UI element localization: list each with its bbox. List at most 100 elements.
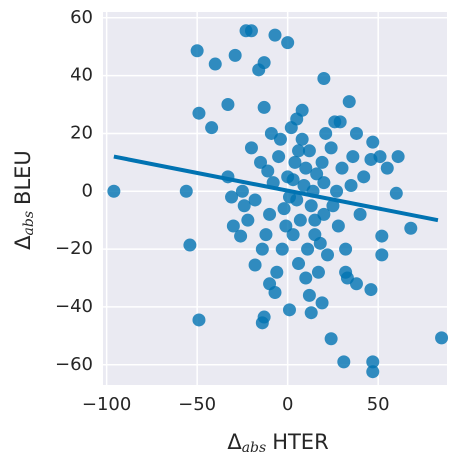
point xyxy=(279,219,293,233)
point xyxy=(324,332,338,346)
point xyxy=(281,36,295,50)
point xyxy=(277,202,291,216)
point xyxy=(179,184,193,198)
point xyxy=(244,141,258,155)
point xyxy=(282,303,296,317)
point xyxy=(339,242,353,256)
point xyxy=(235,184,249,198)
point xyxy=(268,28,282,42)
point xyxy=(353,207,367,221)
point xyxy=(389,186,403,200)
point xyxy=(244,24,258,38)
point xyxy=(263,207,277,221)
point xyxy=(268,285,282,299)
point xyxy=(335,161,349,175)
point xyxy=(391,150,405,164)
point xyxy=(375,229,389,243)
y-tick-label: −20 xyxy=(55,238,93,259)
point xyxy=(241,213,255,227)
point xyxy=(183,238,197,252)
point xyxy=(297,178,311,192)
point xyxy=(317,176,331,190)
point xyxy=(366,135,380,149)
point xyxy=(366,365,380,379)
point xyxy=(226,219,240,233)
point xyxy=(237,199,251,213)
y-axis-label: Δabs BLEU xyxy=(11,150,37,250)
x-tick-label: −100 xyxy=(82,394,131,415)
y-tick-label: 20 xyxy=(70,122,93,143)
point xyxy=(292,257,306,271)
point xyxy=(295,132,309,146)
y-label-rest: BLEU xyxy=(11,150,35,205)
point xyxy=(331,219,345,233)
y-label-main: Δ xyxy=(11,235,35,250)
point xyxy=(380,161,394,175)
point xyxy=(288,155,302,169)
point xyxy=(302,144,316,158)
point xyxy=(326,199,340,213)
point xyxy=(330,184,344,198)
point xyxy=(299,161,313,175)
point xyxy=(257,100,271,114)
point xyxy=(205,121,219,135)
point xyxy=(299,271,313,285)
point xyxy=(319,126,333,140)
point xyxy=(321,248,335,262)
point xyxy=(221,98,235,112)
point xyxy=(317,72,331,86)
x-tick-label: 0 xyxy=(282,394,293,415)
x-label-main: Δ xyxy=(227,430,242,454)
point xyxy=(344,178,358,192)
point xyxy=(282,190,296,204)
point xyxy=(248,258,262,272)
y-tick-label: −40 xyxy=(55,296,93,317)
point xyxy=(373,150,387,164)
point xyxy=(192,106,206,120)
point xyxy=(317,207,331,221)
point xyxy=(234,229,248,243)
point xyxy=(315,296,329,310)
point xyxy=(225,190,239,204)
x-tick-label: −50 xyxy=(178,394,216,415)
point xyxy=(293,213,307,227)
point xyxy=(308,228,322,242)
point xyxy=(272,150,286,164)
x-tick-label: 50 xyxy=(367,394,390,415)
x-axis-label: Δabs HTER xyxy=(227,430,328,456)
y-label-sub: abs xyxy=(21,211,37,236)
y-tick-label: −60 xyxy=(55,354,93,375)
point xyxy=(292,144,306,158)
point xyxy=(311,265,325,279)
point xyxy=(375,248,389,262)
point xyxy=(301,242,315,256)
point xyxy=(340,271,354,285)
point xyxy=(346,150,360,164)
point xyxy=(107,184,121,198)
point xyxy=(342,95,356,109)
point xyxy=(261,164,275,178)
y-tick-label: 40 xyxy=(70,65,93,86)
point xyxy=(349,126,363,140)
point xyxy=(254,155,268,169)
point xyxy=(255,316,269,330)
point xyxy=(404,221,418,235)
point xyxy=(310,167,324,181)
point xyxy=(252,63,266,77)
point xyxy=(302,288,316,302)
point xyxy=(286,228,300,242)
plot-area xyxy=(103,12,447,385)
point xyxy=(304,306,318,320)
point xyxy=(366,355,380,369)
point xyxy=(286,173,300,187)
point xyxy=(264,126,278,140)
point xyxy=(270,265,284,279)
regression-line xyxy=(113,154,439,223)
x-label-sub: abs xyxy=(242,440,267,456)
point xyxy=(364,283,378,297)
point xyxy=(324,141,338,155)
point xyxy=(337,355,351,369)
point xyxy=(357,170,371,184)
x-label-rest: HTER xyxy=(272,430,328,454)
